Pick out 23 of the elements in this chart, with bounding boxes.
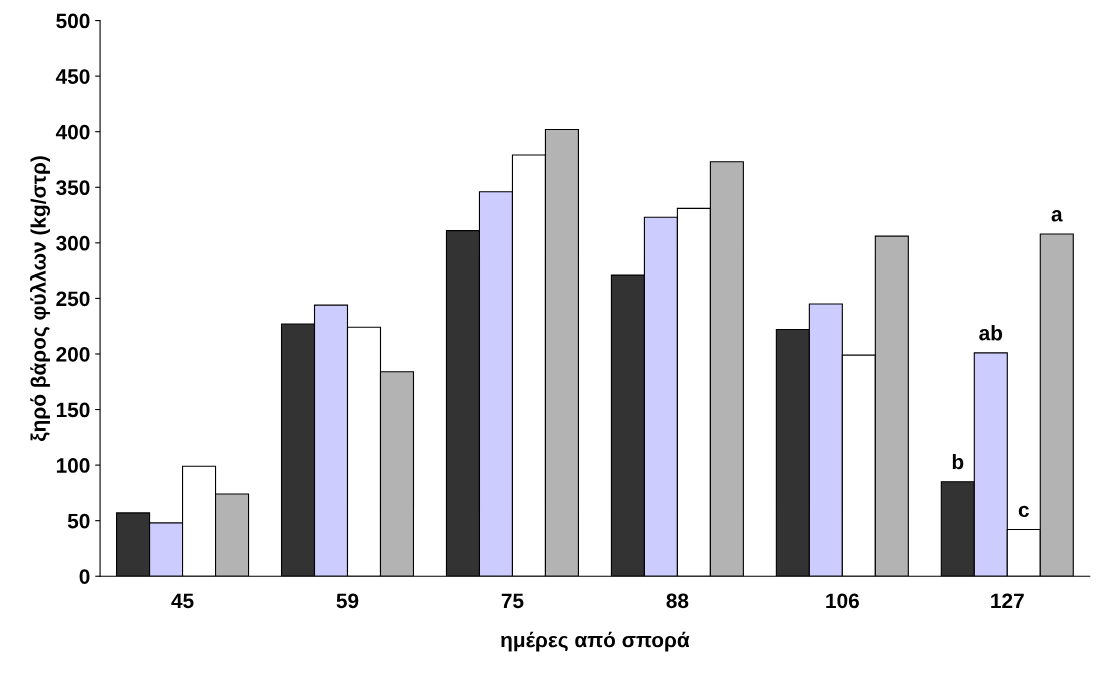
y-tick-label: 500 xyxy=(56,13,90,29)
x-axis-title: ημέρες από σπορά xyxy=(501,631,690,652)
x-tick-label: 127 xyxy=(991,593,1024,608)
y-tick-label: 200 xyxy=(56,346,90,362)
x-tick-label: 59 xyxy=(336,593,359,609)
x-tick-label: 75 xyxy=(501,593,524,609)
y-tick-label: 250 xyxy=(56,291,90,307)
y-tick-label: 0 xyxy=(79,569,90,584)
y-tick-label: 150 xyxy=(56,402,90,418)
data-label: ab xyxy=(979,325,1003,341)
y-tick-label: 450 xyxy=(55,69,90,84)
x-tick-label: 45 xyxy=(171,593,194,609)
y-tick-label: 100 xyxy=(56,458,90,473)
data-label: c xyxy=(1018,505,1029,518)
x-tick-label: 88 xyxy=(666,593,689,609)
data-label: a xyxy=(1051,210,1063,222)
y-tick-label: 300 xyxy=(56,235,90,251)
y-tick-label: 350 xyxy=(56,180,90,196)
y-tick-label: 50 xyxy=(67,513,90,529)
data-label: b xyxy=(952,454,964,470)
x-tick-label: 106 xyxy=(826,593,859,609)
y-tick-label: 400 xyxy=(55,124,90,140)
y-axis-title: ξηρό βάρος φύλλων (kg/στρ) xyxy=(30,156,51,441)
